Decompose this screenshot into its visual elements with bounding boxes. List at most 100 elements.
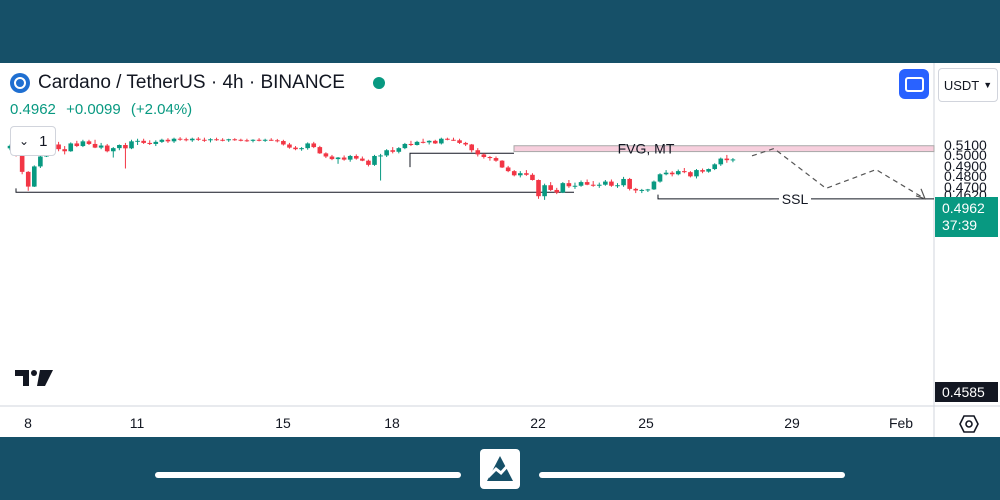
candle-body bbox=[481, 154, 487, 158]
time-tick-label: 18 bbox=[384, 415, 400, 431]
candle-body bbox=[682, 171, 687, 173]
candle-body bbox=[244, 140, 250, 142]
brand-logo-icon bbox=[480, 449, 520, 489]
ssl-label-bg bbox=[779, 190, 811, 207]
candle-body bbox=[511, 171, 517, 176]
candle-body bbox=[287, 144, 292, 148]
candle-body bbox=[165, 139, 171, 142]
symbol-legend[interactable]: Cardano / TetherUS · 4h · BINANCE bbox=[10, 72, 389, 94]
price-chart[interactable]: FVG, MT SSL bbox=[0, 63, 1000, 437]
candle-body bbox=[129, 141, 134, 149]
candle-body bbox=[177, 138, 183, 140]
candle-body bbox=[688, 172, 693, 177]
price-tick-label: 0.5000 bbox=[944, 147, 987, 164]
candle-body bbox=[25, 171, 31, 187]
nav-bar-right bbox=[539, 472, 845, 478]
chart-panel[interactable]: FVG, MT SSL Cardano / TetherUS · 4h · BIN… bbox=[0, 63, 1000, 437]
candle-body bbox=[402, 143, 408, 149]
candle-body bbox=[80, 141, 86, 147]
candle-body bbox=[584, 182, 590, 185]
target-price-tag: 0.4585 bbox=[935, 382, 998, 402]
candle-body bbox=[32, 166, 37, 187]
candle-body bbox=[572, 185, 578, 187]
candle-body bbox=[384, 150, 389, 156]
currency-select[interactable]: USDT ▼ bbox=[938, 68, 998, 102]
candle-body bbox=[281, 141, 286, 145]
candle-body bbox=[432, 140, 438, 144]
candle-body bbox=[639, 189, 645, 191]
ssl-label: SSL bbox=[782, 191, 809, 207]
candle-body bbox=[226, 139, 231, 141]
candle-body bbox=[68, 143, 74, 152]
candle-body bbox=[86, 141, 92, 144]
fullscreen-button[interactable] bbox=[899, 69, 929, 99]
candle-body bbox=[487, 157, 493, 159]
candle-body bbox=[542, 185, 547, 197]
time-tick-label: 11 bbox=[129, 415, 145, 431]
indicator-count: 1 bbox=[39, 132, 48, 150]
price-tick-label: 0.4900 bbox=[944, 157, 987, 174]
candle-body bbox=[524, 173, 529, 175]
ssl-line bbox=[657, 194, 934, 200]
candle-body bbox=[718, 158, 724, 165]
candle-body bbox=[347, 155, 353, 160]
candle-body bbox=[262, 139, 268, 141]
candle-body bbox=[663, 172, 669, 175]
candle-body bbox=[214, 139, 219, 141]
candle-body bbox=[147, 142, 153, 144]
candle-body bbox=[56, 144, 61, 150]
candle-body bbox=[353, 155, 359, 159]
candle-body bbox=[378, 155, 383, 157]
time-tick-label: 22 bbox=[530, 415, 546, 431]
candle-body bbox=[463, 142, 468, 145]
candle-body bbox=[426, 140, 432, 143]
time-tick-label: 15 bbox=[275, 415, 291, 431]
market-status-icon bbox=[372, 77, 385, 89]
candle-body bbox=[189, 138, 195, 141]
bar-countdown: 37:39 bbox=[942, 217, 978, 233]
candle-body bbox=[19, 154, 25, 172]
time-tick-label: Feb bbox=[888, 415, 914, 431]
candle-body bbox=[62, 149, 67, 152]
candle-body bbox=[615, 185, 620, 187]
candle-body bbox=[74, 143, 80, 147]
candle-body bbox=[275, 140, 280, 142]
candle-body bbox=[92, 143, 98, 148]
candle-body bbox=[256, 139, 262, 141]
candle-body bbox=[633, 188, 639, 191]
candle-body bbox=[372, 155, 377, 165]
candle-body bbox=[548, 185, 553, 190]
candle-body bbox=[396, 148, 402, 152]
candle-body bbox=[408, 143, 414, 145]
candle-body bbox=[414, 141, 420, 145]
candle-body bbox=[153, 141, 159, 144]
tradingview-logo-icon bbox=[15, 370, 53, 386]
candle-body bbox=[590, 184, 596, 186]
candle-body bbox=[335, 157, 341, 160]
time-tick-label: 29 bbox=[784, 415, 800, 431]
candle-body bbox=[196, 138, 201, 140]
candle-body bbox=[323, 153, 329, 157]
time-tick-label: 8 bbox=[24, 415, 32, 431]
candle-body bbox=[669, 172, 675, 175]
candle-body bbox=[38, 156, 43, 167]
candle-body bbox=[578, 182, 584, 186]
candle-body bbox=[475, 150, 481, 155]
candle-body bbox=[7, 145, 13, 149]
candle-body bbox=[675, 171, 681, 175]
candle-body bbox=[651, 181, 657, 190]
price-tick-label: 0.5100 bbox=[944, 137, 987, 153]
candle-body bbox=[694, 170, 699, 177]
candle-body bbox=[268, 139, 274, 141]
chevron-down-icon: ▼ bbox=[983, 80, 993, 90]
candle-body bbox=[238, 139, 244, 141]
indicators-toggle-button[interactable]: ⌄ 1 bbox=[10, 126, 57, 156]
candle-body bbox=[645, 189, 651, 191]
currency-value: USDT bbox=[943, 77, 980, 93]
chart-settings-button[interactable] bbox=[958, 413, 980, 435]
fvg-zone bbox=[513, 145, 935, 153]
candle-body bbox=[104, 145, 110, 152]
candle-body bbox=[299, 148, 304, 150]
projection-arrow-icon bbox=[915, 188, 927, 200]
candle-body bbox=[135, 140, 140, 142]
